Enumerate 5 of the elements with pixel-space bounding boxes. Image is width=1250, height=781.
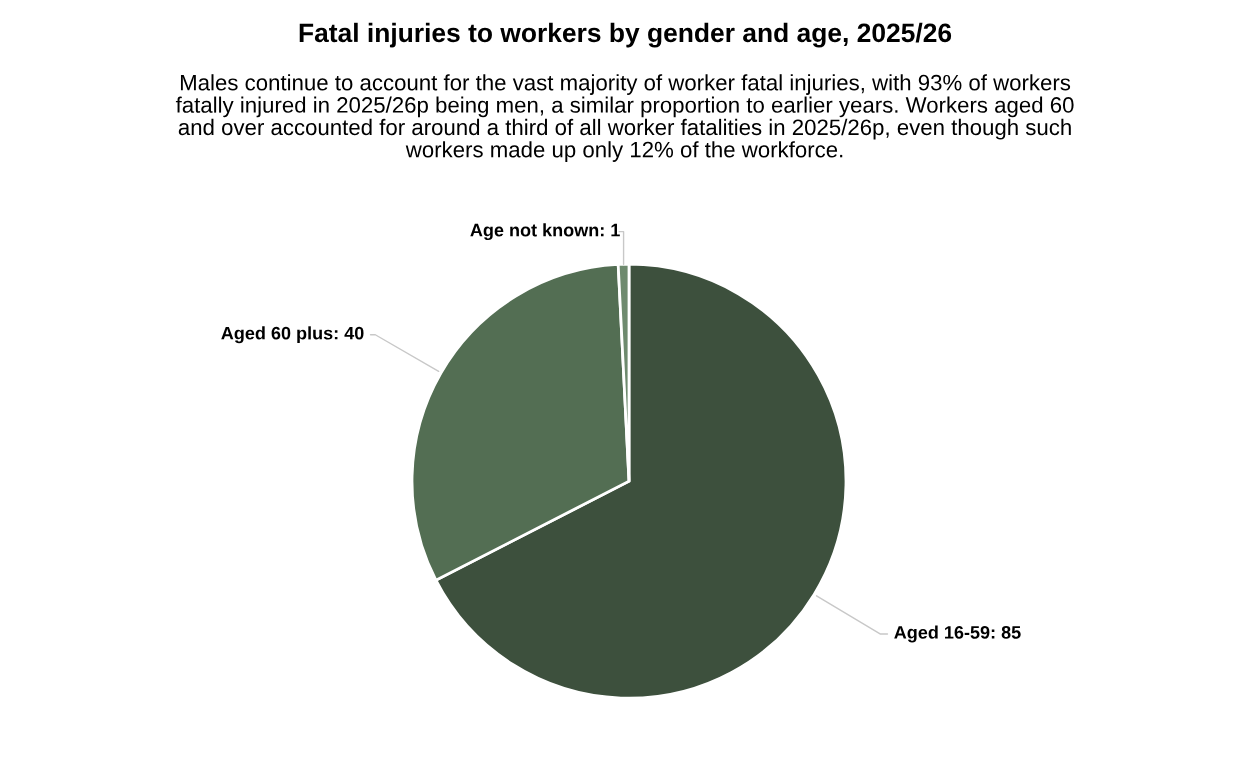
slice-label: Aged 16-59: 85 [894,625,1021,643]
chart-title: Fatal injuries to workers by gender and age, 2025/26 [299,22,952,48]
chart-subtitle: Males continue to account for the vast majority of worker fatal injuries, with 93% of workers fatally injured in 2025/26p being men, a similar proportion to earlier years. Workers aged 60 and over accounted for around a third of all worker fatalities in 2025/26p, even though such workers made up only 12% of the workforce. [175,74,1074,162]
slice-label: Age not known: 1 [470,223,620,241]
slice-label: Aged 60 plus: 40 [221,326,364,344]
